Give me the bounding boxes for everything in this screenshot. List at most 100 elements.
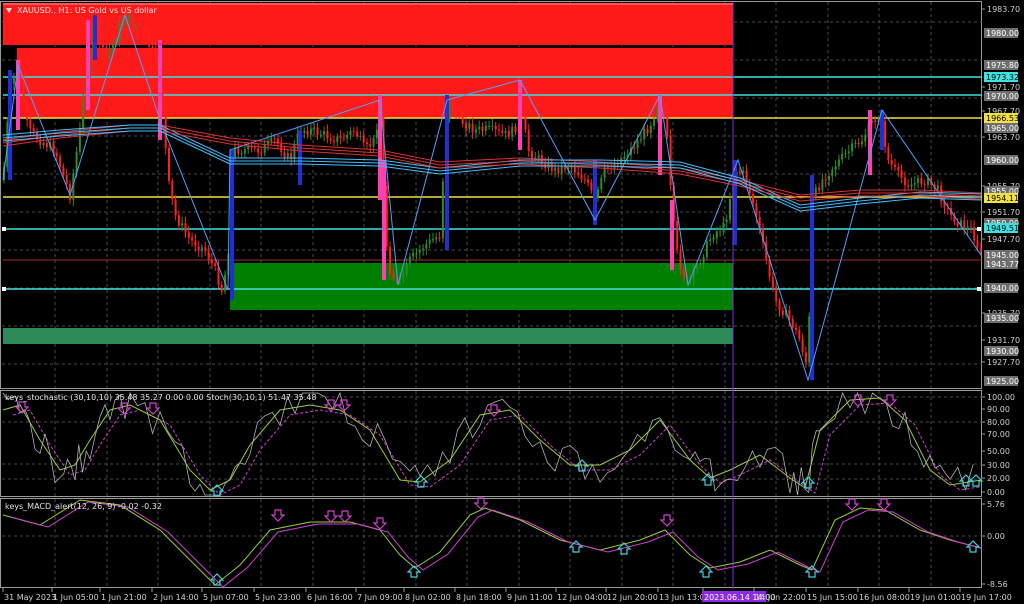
level-handle-right-2[interactable] [977, 287, 981, 291]
candle-body [441, 181, 444, 239]
candle-body [903, 177, 906, 186]
macd-scale-label: -8.56 [987, 580, 1008, 589]
level-handle-right[interactable] [977, 227, 981, 231]
candle-body [679, 249, 682, 271]
time-label: 19 Jun 01:00 [910, 593, 961, 602]
price-tag-label: 1925.00 [986, 377, 1019, 386]
candle-body [854, 142, 857, 144]
cursor-time-box [702, 591, 766, 602]
candle-body [590, 182, 593, 191]
price-scale[interactable]: 1983.70 1980.00 1975.80 1973.321971.701970.… [982, 5, 1020, 386]
price-tag-label: 1980.00 [986, 29, 1019, 38]
candle-body [306, 130, 309, 135]
symbol-title-group: XAUUSD., H1: US Gold vs US dollar [6, 6, 158, 15]
macd-scale[interactable]: 5.76 0.00 -8.56 [982, 500, 1008, 589]
candle-body [808, 316, 811, 363]
candle-body [976, 240, 979, 248]
candle-body [270, 137, 273, 141]
candle-body [682, 270, 685, 278]
time-label: 12 Jun 20:00 [607, 593, 658, 602]
heiken-bar [445, 95, 449, 250]
macd-title: keys_MACD_alert(12, 26, 9) -0.02 -0.32 [5, 502, 162, 511]
candle-body [32, 128, 35, 132]
buy-arrow-icon [413, 475, 429, 488]
price-tag-box [984, 28, 1018, 38]
sell-arrow-icon [882, 394, 898, 407]
buy-arrow-icon [958, 474, 974, 487]
heiken-bar [382, 160, 386, 280]
candle-body [597, 189, 599, 197]
candle-body [26, 103, 29, 120]
candle-body [979, 247, 982, 251]
candle-body [696, 264, 698, 269]
candle-body [583, 179, 586, 181]
candle-body [319, 134, 322, 136]
buy-arrow-icon [568, 540, 584, 553]
price-tag-label: 1943.77 [986, 260, 1019, 269]
time-label: 9 Jun 11:00 [507, 593, 553, 602]
stoch-scale-label: 70.00 [987, 430, 1010, 439]
price-tag-box [984, 376, 1018, 386]
candle-body [286, 152, 289, 158]
candle-body [72, 173, 75, 200]
candle-body [260, 152, 263, 154]
candle-body [702, 257, 705, 264]
stoch-scale-label: 90.00 [987, 405, 1010, 414]
candle-body [620, 158, 623, 166]
candle-body [725, 219, 728, 223]
buy-arrow-icon [574, 459, 590, 472]
level-handle-left[interactable] [2, 227, 6, 231]
heiken-bar [86, 20, 90, 110]
candle-body [488, 125, 491, 127]
candle-body [504, 131, 507, 134]
candle-body [923, 183, 926, 185]
candle-body [587, 179, 590, 183]
candle-body [956, 222, 959, 226]
stoch-scale[interactable]: 100.00 90.00 80.00 70.00 50.00 30.00 20.00 0.00 [982, 393, 1015, 497]
candle-body [821, 179, 824, 191]
candle-body [329, 138, 332, 141]
heiken-bar [230, 150, 234, 300]
candle-body [768, 259, 771, 277]
stoch-scale-label: 80.00 [987, 418, 1010, 427]
candle-body [798, 329, 801, 339]
price-label: 1963.70 [987, 133, 1020, 142]
candle-body [102, 41, 104, 48]
level-handle-left-2[interactable] [2, 287, 6, 291]
candle-body [841, 153, 844, 160]
candle-body [851, 143, 854, 152]
buy-arrow-icon [965, 540, 981, 553]
candle-body [402, 274, 405, 277]
ma-cyan-line [2, 124, 982, 206]
candle-body [814, 187, 817, 197]
candle-body [936, 185, 939, 190]
heiken-bar [810, 175, 814, 380]
candle-body [570, 167, 573, 169]
candle-body [917, 178, 920, 183]
price-tag-box [984, 91, 1018, 101]
candle-body [900, 170, 903, 178]
candle-body [29, 119, 32, 129]
moving-averages [2, 124, 982, 212]
candle-body [187, 232, 190, 238]
candle-body [910, 184, 913, 187]
price-tag-box [984, 193, 1018, 203]
candle-body [969, 226, 972, 228]
candle-body [527, 129, 530, 152]
candle-body [653, 118, 656, 126]
supply-zone-upper [3, 3, 733, 45]
time-label: 19 Jun 17:00 [961, 593, 1012, 602]
price-tag-label: 1949.51 [986, 224, 1019, 233]
buy-arrow-icon [616, 542, 632, 555]
candle-body [494, 125, 497, 130]
candle-body [451, 101, 454, 112]
heiken-bar [518, 80, 522, 150]
candle-body [639, 139, 642, 141]
candle-body [887, 146, 890, 161]
buy-arrow-icon [209, 484, 225, 497]
stoch-fast-line [2, 392, 974, 496]
candle-body [296, 133, 299, 145]
candle-body [524, 109, 527, 130]
